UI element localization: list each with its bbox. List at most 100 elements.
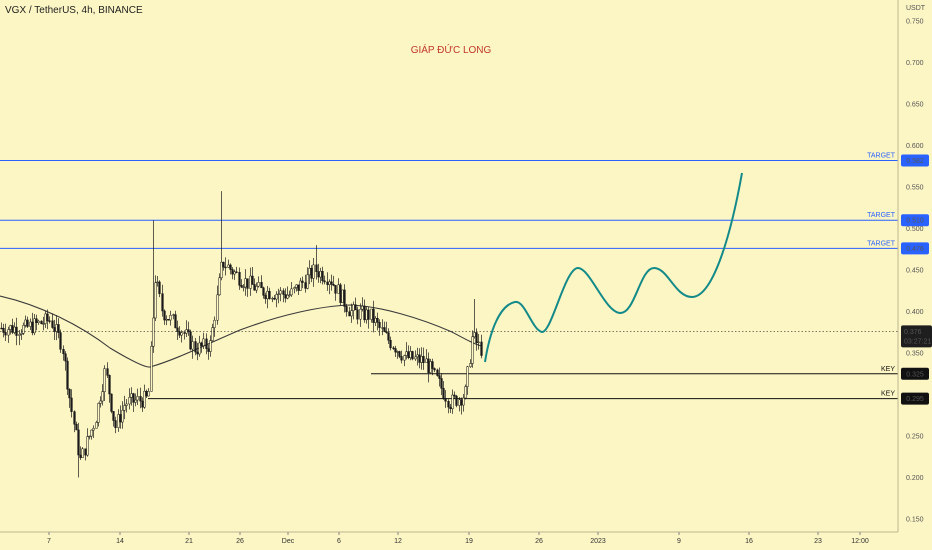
candle-body: [411, 351, 414, 360]
candle-body: [233, 271, 236, 275]
candle-body: [453, 394, 456, 397]
date-tick-label: 9: [677, 538, 681, 545]
candle-body: [55, 324, 58, 332]
candle-body: [480, 341, 483, 356]
candle-body: [429, 361, 432, 373]
candle-body: [119, 414, 122, 423]
candle-body: [330, 281, 333, 285]
candle-body: [117, 414, 120, 428]
candle-body: [121, 410, 124, 423]
candle-body: [372, 308, 375, 323]
candle-body: [345, 306, 348, 313]
candle-body: [62, 349, 65, 355]
candle-body: [172, 314, 175, 316]
candle-body: [376, 317, 379, 323]
candle-body: [7, 329, 10, 336]
date-tick-label: 23: [814, 538, 822, 545]
level-price-value: 0.295: [906, 396, 924, 403]
date-tick-label: 19: [465, 538, 473, 545]
candle-body: [224, 266, 227, 269]
candle-body: [218, 277, 221, 296]
candle-body: [227, 264, 230, 268]
candle-body: [99, 400, 102, 404]
price-tick-label: 0.600: [906, 143, 924, 150]
price-tick-label: 0.150: [906, 517, 924, 524]
candle-body: [383, 327, 386, 332]
candle-body: [299, 280, 302, 291]
level-label: TARGET: [867, 152, 896, 159]
candle-body: [147, 391, 150, 397]
candle-body: [282, 290, 285, 295]
candle-body: [328, 281, 331, 285]
candle-body: [75, 423, 78, 431]
candle-body: [15, 326, 18, 336]
date-tick-label: 2023: [590, 538, 606, 545]
candle-body: [449, 406, 452, 410]
price-tick-label: 0.350: [906, 351, 924, 358]
candle-body: [363, 305, 366, 321]
candle-countdown: 03:27:21: [904, 338, 931, 345]
candle-body: [191, 341, 194, 350]
candle-body: [86, 436, 89, 456]
candle-body: [222, 261, 225, 268]
projection-curve: [484, 172, 743, 363]
candle-body: [352, 304, 355, 311]
candle-body: [455, 395, 458, 406]
candle-body: [279, 290, 282, 295]
candle-body: [18, 334, 21, 336]
candle-body: [422, 356, 425, 363]
candle-body: [288, 294, 291, 296]
candle-body: [348, 311, 351, 317]
candle-body: [286, 294, 289, 299]
candle-body: [427, 358, 430, 373]
candle-body: [180, 332, 183, 336]
candle-body: [205, 338, 208, 349]
candle-body: [152, 317, 155, 347]
candle-body: [442, 388, 445, 399]
date-tick-label: 16: [745, 538, 753, 545]
moving-average-line: [0, 295, 483, 368]
candle-body: [240, 285, 243, 288]
chart-annotation: GIÁP ĐỨC LONG: [410, 45, 492, 56]
candle-body: [451, 394, 454, 410]
candle-body: [84, 448, 87, 456]
candle-body: [343, 289, 346, 307]
candle-body: [469, 363, 472, 367]
price-tick-label: 0.400: [906, 309, 924, 316]
candle-body: [31, 321, 34, 334]
candle-body: [88, 435, 91, 438]
candle-body: [246, 278, 249, 289]
candle-body: [101, 391, 104, 402]
candle-body: [216, 294, 219, 321]
date-tick-label: 21: [185, 538, 193, 545]
candle-body: [51, 320, 54, 328]
level-price-value: 0.325: [906, 371, 924, 378]
candle-body: [268, 290, 271, 300]
candle-body: [260, 282, 263, 289]
candle-body: [77, 429, 80, 456]
candle-body: [407, 351, 410, 359]
current-price-value: 0.376: [904, 329, 922, 336]
candle-body: [70, 397, 73, 412]
candle-body: [207, 348, 210, 352]
candle-body: [29, 321, 32, 327]
candle-body: [22, 324, 25, 334]
candle-body: [477, 341, 480, 344]
candle-body: [4, 332, 7, 336]
date-tick-label: 12:00: [851, 538, 869, 545]
candle-body: [475, 332, 478, 344]
candle-body: [440, 378, 443, 389]
candle-body: [389, 339, 392, 349]
date-tick-label: 12: [394, 538, 402, 545]
candle-body: [161, 293, 164, 312]
candle-body: [444, 397, 447, 402]
candle-body: [163, 310, 166, 321]
candle-body: [339, 284, 342, 303]
candle-body: [284, 294, 287, 299]
candle-body: [396, 351, 399, 353]
candle-body: [326, 281, 329, 285]
candle-body: [387, 332, 390, 341]
date-tick-label: Dec: [282, 538, 295, 545]
candle-body: [310, 267, 313, 279]
